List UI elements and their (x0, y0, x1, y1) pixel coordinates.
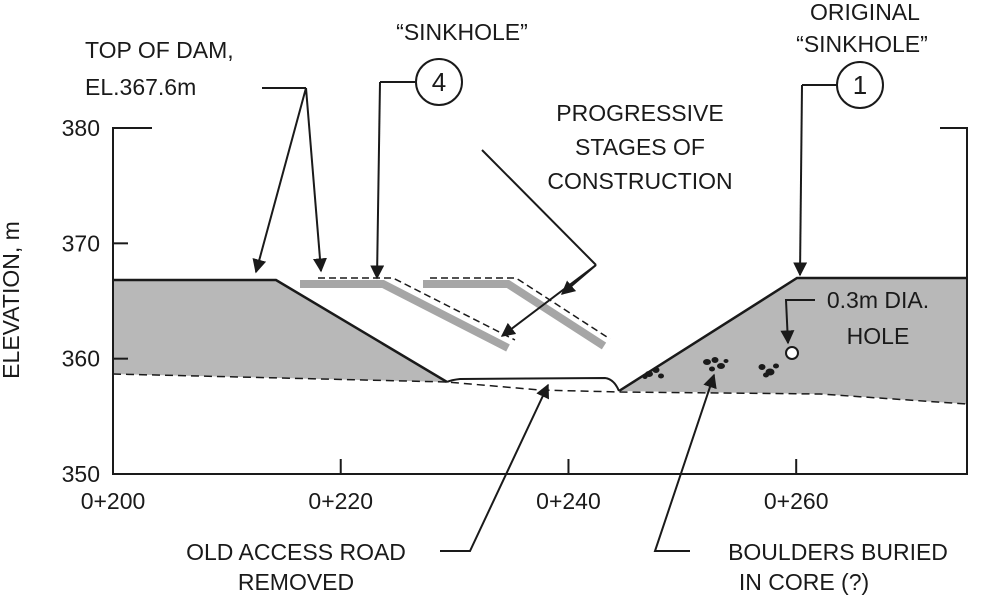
sinkhole-4-marker: 4 (415, 58, 463, 106)
label-boulders-2: IN CORE (?) (739, 569, 869, 595)
construction-stage-2 (423, 277, 611, 350)
y-axis-label: ELEVATION, m (0, 221, 24, 379)
dam-left-embankment (113, 280, 447, 382)
label-sinkhole: “SINKHOLE” (396, 19, 528, 45)
construction-stage-1 (300, 277, 516, 352)
right-embankment-crest-slope (618, 276, 967, 393)
hole-marker (785, 346, 799, 360)
svg-text:4: 4 (432, 67, 446, 97)
svg-text:1: 1 (853, 70, 867, 100)
x-tick-label: 0+240 (536, 488, 601, 514)
x-tick-label: 0+220 (308, 488, 373, 514)
sinkhole-1-marker: 1 (836, 61, 884, 109)
label-progressive-3: CONSTRUCTION (547, 168, 732, 194)
label-hole-2: HOLE (847, 323, 910, 349)
y-tick-label: 370 (62, 230, 100, 256)
label-road-2: REMOVED (238, 569, 354, 595)
label-original-1: ORIGINAL (810, 0, 920, 25)
label-progressive-1: PROGRESSIVE (556, 100, 723, 126)
boulders (642, 357, 779, 379)
y-axis-ticks: 350 360 370 380 (62, 115, 128, 487)
label-top-of-dam-2: EL.367.6m (85, 74, 196, 100)
label-road-1: OLD ACCESS ROAD (186, 539, 406, 565)
label-hole-1: 0.3m DIA. (827, 287, 929, 313)
y-tick-label: 350 (62, 461, 100, 487)
left-embankment-crest-slope (113, 278, 448, 384)
old-access-road (446, 376, 620, 392)
label-original-2: “SINKHOLE” (796, 31, 928, 57)
label-top-of-dam-1: TOP OF DAM, (85, 37, 234, 63)
x-axis-ticks: 0+200 0+220 0+240 0+260 (81, 459, 829, 514)
foundation-line (112, 373, 968, 405)
x-tick-label: 0+260 (764, 488, 829, 514)
y-tick-label: 380 (62, 115, 100, 141)
callout-leaders (252, 81, 838, 552)
label-boulders-1: BOULDERS BURIED (728, 539, 948, 565)
y-tick-label: 360 (62, 346, 100, 372)
label-progressive-2: STAGES OF (575, 134, 705, 160)
x-tick-label: 0+200 (81, 488, 146, 514)
